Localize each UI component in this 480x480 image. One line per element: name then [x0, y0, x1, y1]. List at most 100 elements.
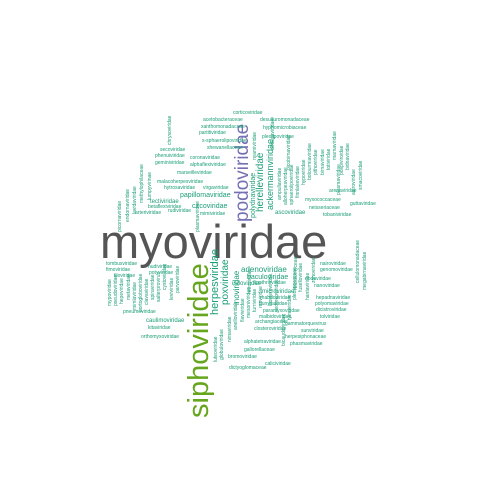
word-betaflexiviridae: betaflexiviridae — [148, 204, 182, 210]
word-arteriviridae: arteriviridae — [135, 210, 162, 216]
word-polydnaviridae: polydnaviridae — [250, 172, 257, 218]
word-plasmaviridae: plasmaviridae — [336, 164, 342, 195]
word-anelloviridae: anelloviridae — [233, 301, 239, 330]
word-arenaviridae: arenaviridae — [329, 188, 357, 194]
word-picobirnaviridae: picobirnaviridae — [286, 134, 292, 170]
word-microviridae: microviridae — [262, 289, 295, 295]
word-polyomaviridae: polyomaviridae — [315, 301, 349, 307]
word-alphaflexiviridae: alphaflexiviridae — [190, 162, 226, 168]
word-iridoviridae: iridoviridae — [232, 281, 262, 287]
word-nanoviridae: nanoviridae — [314, 283, 340, 289]
word-bromoviridae: bromoviridae — [228, 354, 257, 360]
word-dictyoglomaceae: dictyoglomaceae — [229, 365, 267, 371]
word-dicistroviridae: dicistroviridae — [316, 307, 347, 313]
word-papillomaviridae: papillomaviridae — [180, 192, 231, 199]
word-fimoviridae: fimoviridae — [106, 267, 131, 273]
word-amalgaviridae: amalgaviridae — [270, 118, 276, 150]
word-potyviridae: potyviridae — [149, 270, 174, 276]
word-alphatetraviridae: alphatetraviridae — [244, 339, 281, 345]
word-nudiviridae: nudiviridae — [148, 264, 173, 270]
word-nyamiviridae: nyamiviridae — [252, 131, 258, 160]
word-smacoviridae: smacoviridae — [358, 160, 364, 190]
word-phasmaviridae: phasmaviridae — [290, 341, 323, 347]
word-secoviridae: secoviridae — [160, 147, 186, 153]
word-sunviridae: sunviridae — [301, 328, 324, 334]
word-lumpyvirinae: lumpyvirinae — [147, 171, 153, 200]
word-rhizidiomyceae: rhizidiomyceae — [293, 256, 299, 290]
word-myoviridae: myoviridae — [100, 215, 328, 268]
word-desulfuromonadaceae: desulfuromonadaceae — [260, 117, 310, 123]
word-marnaviridae: marnaviridae — [332, 131, 338, 160]
word-picornaviridae: picornaviridae — [117, 200, 123, 232]
word-phenuiviridae: phenuiviridae — [155, 153, 185, 159]
word-caliciviridae: caliciviridae — [265, 361, 291, 367]
word-rudiviridae: rudiviridae — [168, 208, 192, 214]
word-hytrosaviridae: hytrosaviridae — [164, 185, 196, 191]
word-tectiviridae: tectiviridae — [150, 199, 179, 205]
word-zonoviridae: zonoviridae — [311, 257, 317, 283]
word-globuloviridae: globuloviridae — [219, 329, 225, 360]
word-poxviridae: poxviridae — [220, 259, 231, 305]
word-closteroviridae: closteroviridae — [254, 326, 287, 332]
word-bidnaviridae: bidnaviridae — [345, 143, 351, 170]
word-hepeviridae: hepeviridae — [119, 278, 125, 304]
word-lavidaviridae: lavidaviridae — [132, 186, 138, 214]
word-rhabdoviridae: rhabdoviridae — [260, 295, 291, 301]
word-retroviridae: retroviridae — [247, 268, 253, 294]
word-marseilleviridae: marseilleviridae — [177, 170, 212, 176]
word-shewanellaceae: shewanellaceae — [207, 145, 243, 151]
word-circoviridae: circoviridae — [192, 203, 228, 210]
word-fuselloviridae: fuselloviridae — [298, 262, 304, 292]
word-nodaviridae: nodaviridae — [305, 276, 331, 282]
word-coronaviridae: coronaviridae — [190, 155, 221, 161]
word-caulimoviridae: caulimoviridae — [146, 318, 185, 324]
word-acetobacteraceae: acetobacteraceae — [203, 117, 243, 123]
word-hepadnaviridae: hepadnaviridae — [316, 295, 351, 301]
word-kitaviridae: kitaviridae — [148, 325, 171, 331]
word-bunyaviridae: bunyaviridae — [259, 301, 288, 307]
word-neisseriaceae: neisseriaceae — [309, 205, 340, 211]
word-partitiviridae: partitiviridae — [199, 130, 226, 136]
word-plasmaviridae2: plasmaviridae — [195, 201, 201, 232]
word-methylophilaceae: methylophilaceae — [139, 164, 145, 203]
word-nairoviridae: nairoviridae — [320, 261, 346, 267]
word-filoviridae: filoviridae — [114, 273, 136, 279]
word-closteroviridae2: closteroviridae — [268, 273, 274, 306]
word-gammatorquevirus: gammatorquevirus — [285, 321, 327, 327]
word-archangiaceae: archangiaceae — [255, 319, 288, 325]
word-ascoviridae: ascoviridae — [275, 210, 306, 216]
word-sedoreoviridae: sedoreoviridae — [274, 279, 280, 312]
word-tymoviridae: tymoviridae — [287, 294, 293, 320]
word-tolviridae: tolviridae — [320, 314, 341, 320]
word-pithoviridae: pithoviridae — [313, 149, 319, 175]
word-pneumoviridae: pneumoviridae — [123, 309, 156, 315]
word-chrysoviridae: chrysoviridae — [167, 115, 173, 145]
word-mimiviridae: mimiviridae — [200, 211, 226, 217]
word-galloreliaceae: gallorellaceae — [244, 347, 275, 353]
word-malacoherpesviridae: malacoherpesviridae — [157, 179, 204, 185]
word-cystoviridae: cystoviridae — [162, 263, 168, 290]
word-cellulomonadaceae: cellulomonadaceae — [355, 239, 361, 283]
word-orthomyxoviridae: orthomyxoviridae — [141, 334, 180, 340]
word-reoviridae: reoviridae — [258, 286, 264, 308]
word-adenoviridae: adenoviridae — [241, 265, 287, 274]
word-guttaviridae: guttaviridae — [350, 201, 376, 207]
word-astroviridae: astroviridae — [351, 169, 357, 195]
word-pleolipoviridae: pleolipoviridae — [262, 134, 294, 140]
word-parvoviridae: parvoviridae — [175, 265, 181, 293]
word-genomoviridae: genomoviridae — [320, 267, 353, 273]
word-spiraeolipoviridae: s-sphaerolipoviridae — [202, 138, 247, 144]
word-myxococcaceae: myxococcaceae — [305, 197, 341, 203]
word-paramyxoviridae: paramyxoviridae — [263, 308, 300, 314]
word-endornaviridae: endornaviridae — [125, 188, 131, 222]
word-herpesiphonaceae: herpesiphonaceae — [285, 334, 327, 340]
word-malbidoviridae: malbidoviridae — [259, 314, 292, 320]
word-tobaniviridae: tobaniviridae — [323, 212, 352, 218]
word-lipothrixviridae: lipothrixviridae — [254, 280, 286, 286]
word-hyphomicrobiaceae: hyphomicrobiaceae — [263, 125, 307, 131]
word-tombusviridae: tombusviridae — [106, 261, 138, 267]
word-xanthomonadaceae: xanthomonadaceae — [201, 124, 245, 130]
word-corticoviridae: corticoviridae — [233, 110, 263, 116]
word-baculoviridae: baculoviridae — [247, 274, 289, 281]
